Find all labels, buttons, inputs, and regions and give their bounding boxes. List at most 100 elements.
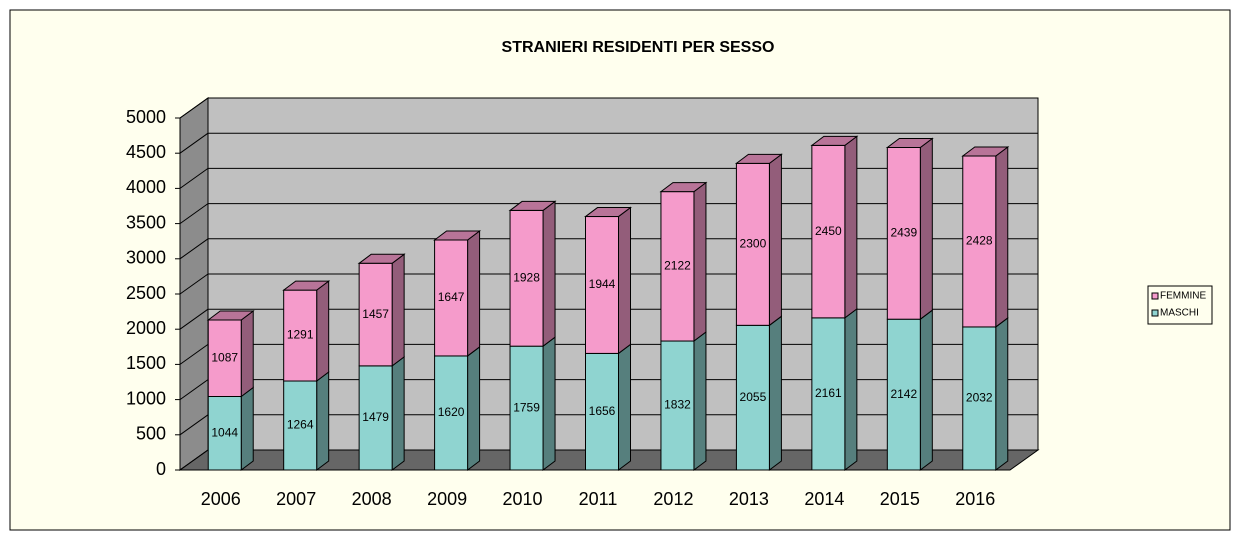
y-tick-label: 500 [136, 424, 166, 444]
grid-line-side [179, 379, 209, 401]
grid-line-side [179, 308, 209, 330]
y-tick-label: 3500 [126, 212, 166, 232]
bar-side [542, 200, 556, 348]
bar-top [734, 153, 783, 164]
bar-side [844, 307, 858, 471]
value-label: 1759 [513, 400, 540, 414]
legend [1147, 285, 1213, 325]
bar-side [919, 137, 933, 321]
bar-top [659, 182, 708, 193]
y-tick-label: 2000 [126, 318, 166, 338]
legend-label: FEMMINE [1160, 291, 1206, 302]
x-tick-label: 2015 [880, 489, 920, 509]
grid-line-side [179, 273, 209, 295]
y-tick-label: 1500 [126, 353, 166, 373]
bar-side [693, 181, 707, 343]
bar-side [995, 146, 1009, 328]
y-tick-label: 4000 [126, 177, 166, 197]
bar [358, 262, 393, 367]
bar-top [433, 230, 482, 241]
x-tick-label: 2008 [352, 489, 392, 509]
value-label: 1291 [287, 328, 314, 342]
value-label: 2428 [966, 234, 993, 248]
x-tick-label: 2006 [201, 489, 241, 509]
bar-side [391, 253, 405, 367]
bar [660, 340, 695, 471]
x-tick-label: 2016 [955, 489, 995, 509]
value-label: 2450 [815, 224, 842, 238]
value-label: 2055 [740, 390, 767, 404]
bar-top [885, 137, 934, 148]
value-label: 1647 [438, 290, 465, 304]
value-label: 1087 [211, 350, 238, 364]
bar-side [240, 386, 254, 471]
bar-top [508, 200, 557, 211]
x-tick-label: 2012 [653, 489, 693, 509]
bar [509, 345, 544, 471]
y-tick-label: 3000 [126, 248, 166, 268]
bar-side [391, 355, 405, 471]
value-label: 2300 [740, 237, 767, 251]
bar-top [206, 310, 255, 321]
value-label: 1264 [287, 418, 314, 432]
bar-side [240, 309, 254, 398]
bar [207, 396, 242, 471]
bar-top [357, 253, 406, 264]
bar-top [810, 135, 859, 146]
legend-swatch [1151, 292, 1159, 300]
value-label: 1944 [589, 277, 616, 291]
y-tick-label: 2500 [126, 283, 166, 303]
grid-line-side [179, 97, 209, 119]
y-tick-label: 5000 [126, 107, 166, 127]
bar-side [316, 371, 330, 471]
grid-line-side [179, 167, 209, 189]
grid-line-side [179, 449, 209, 471]
x-tick-label: 2013 [729, 489, 769, 509]
value-label: 1928 [513, 270, 540, 284]
bar-side [467, 345, 481, 471]
x-tick-label: 2014 [804, 489, 844, 509]
bar [434, 239, 469, 357]
value-label: 1656 [589, 404, 616, 418]
y-tick-label: 0 [156, 459, 166, 479]
value-label: 2142 [890, 387, 917, 401]
bar [585, 216, 619, 354]
bar [886, 318, 921, 471]
value-label: 1620 [438, 405, 465, 419]
chart-title: STRANIERI RESIDENTI PER SESSO [502, 39, 775, 56]
bar-side [919, 309, 933, 471]
value-label: 2122 [664, 259, 691, 273]
bar-top [961, 146, 1010, 157]
value-label: 1457 [362, 307, 389, 321]
x-tick-label: 2007 [276, 489, 316, 509]
bar [207, 319, 242, 398]
value-label: 2161 [815, 386, 842, 400]
value-label: 2032 [966, 391, 993, 405]
value-label: 1832 [664, 398, 691, 412]
bar [962, 326, 997, 471]
bar-side [618, 206, 631, 355]
bar [962, 155, 997, 328]
bar [283, 380, 318, 471]
bar [735, 324, 770, 471]
bar-side [768, 315, 782, 471]
x-tick-label: 2011 [579, 489, 618, 509]
bar [509, 209, 544, 347]
grid-line-side [179, 414, 209, 436]
grid-line-side [179, 343, 209, 365]
bar-side [768, 153, 782, 327]
value-label: 2439 [890, 226, 917, 240]
y-tick-label: 4500 [126, 142, 166, 162]
bar-side [693, 331, 707, 471]
grid-line-side [179, 203, 209, 225]
bar-side [995, 316, 1009, 471]
legend-label: MASCHI [1160, 308, 1199, 319]
value-label: 1044 [211, 425, 238, 439]
x-tick-label: 2009 [427, 489, 467, 509]
bar [585, 352, 619, 471]
grid-line-side [179, 238, 209, 260]
bar [283, 289, 318, 382]
bar-side [618, 343, 631, 471]
bar [358, 365, 393, 471]
